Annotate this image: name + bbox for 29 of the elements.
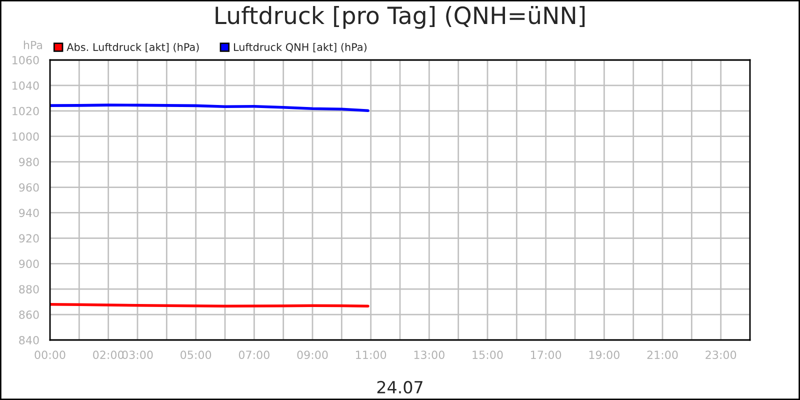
y-tick-label: 980 [19, 158, 39, 166]
legend-label: Luftdruck QNH [akt] (hPa) [234, 42, 366, 52]
x-tick-label: 23:00 [706, 350, 736, 360]
x-tick-label: 15:00 [472, 350, 503, 360]
x-tick-label: 07:00 [238, 350, 270, 360]
x-tick-label: 11:00 [356, 350, 386, 360]
y-tick-label: 880 [19, 285, 39, 294]
y-tick-label: 1000 [12, 132, 39, 141]
chart-title: Luftdruck [pro Tag] (QNH=üNN] [216, 6, 585, 29]
x-axis-title: 24.07 [377, 380, 422, 394]
x-tick-label: 05:00 [180, 350, 212, 360]
x-tick-label: 17:00 [531, 350, 562, 360]
x-tick-label: 00:00 [34, 350, 66, 360]
y-tick-label: 1060 [12, 56, 39, 64]
y-tick-label: 900 [19, 260, 39, 268]
x-tick-label: 13:00 [414, 350, 444, 360]
y-tick-label: 920 [19, 234, 39, 243]
legend-label: Abs. Luftdruck [akt] (hPa) [66, 42, 199, 52]
x-tick-label: 19:00 [589, 350, 620, 360]
x-tick-label: 02:00 [93, 350, 124, 360]
y-tick-label: 1020 [12, 106, 39, 116]
y-axis-title: hPa [24, 40, 42, 50]
y-tick-label: 840 [19, 336, 39, 344]
x-tick-label: 09:00 [297, 350, 328, 360]
x-tick-label: 21:00 [647, 350, 678, 360]
y-tick-label: 860 [19, 310, 39, 319]
y-tick-label: 1040 [12, 81, 39, 90]
y-tick-label: 940 [19, 208, 39, 218]
y-tick-label: 960 [19, 183, 39, 192]
